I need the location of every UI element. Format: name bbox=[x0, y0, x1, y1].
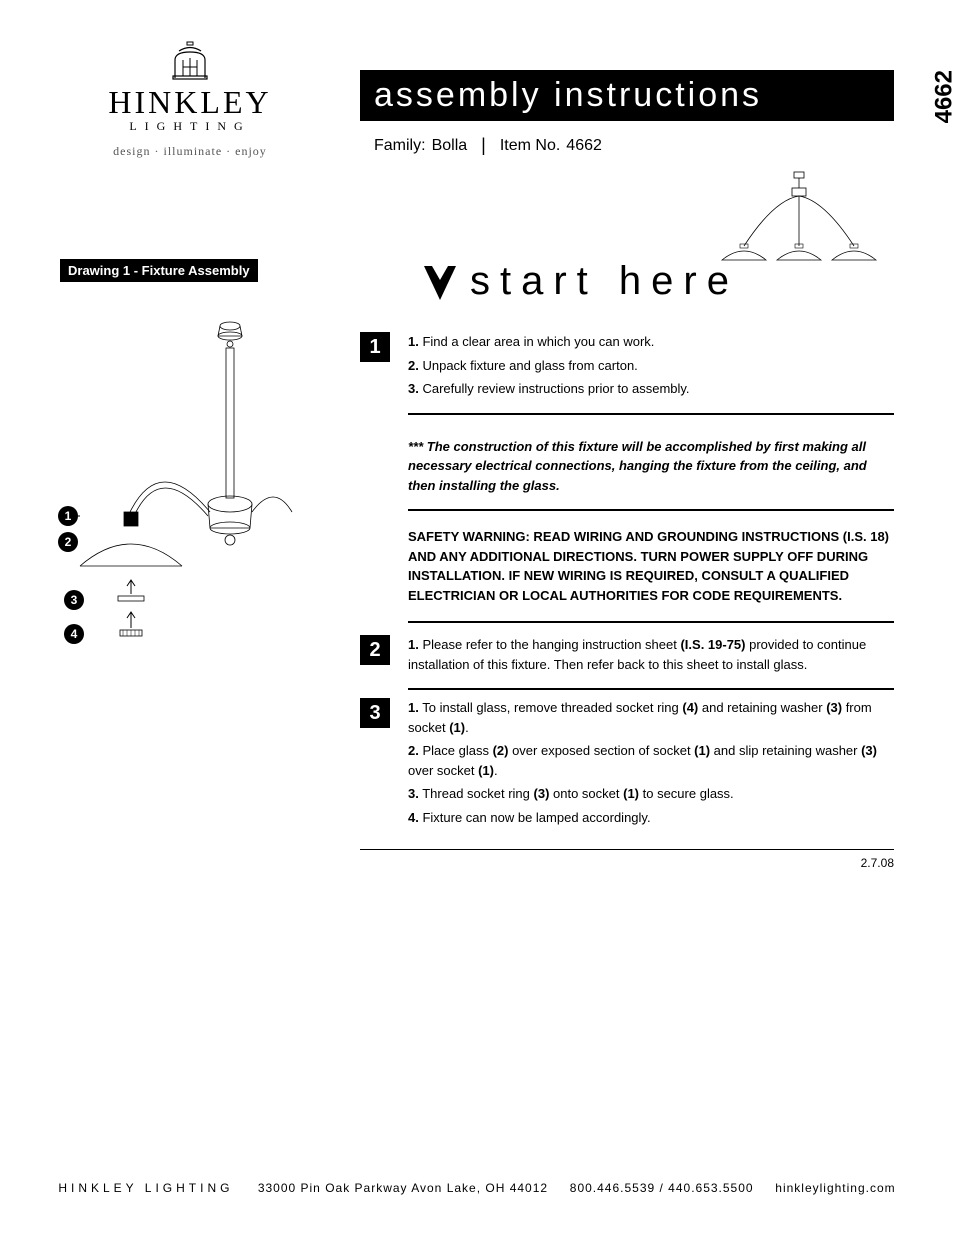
body-row: Drawing 1 - Fixture Assembly bbox=[60, 259, 894, 870]
right-column: start here 1 1. Find a clear area in whi… bbox=[360, 259, 894, 870]
svg-text:2: 2 bbox=[65, 535, 72, 549]
family-label: Family: bbox=[374, 137, 426, 155]
step-1-badge: 1 bbox=[360, 332, 390, 362]
logo-tagline: design · illuminate · enjoy bbox=[60, 144, 320, 159]
footer-address: 33000 Pin Oak Parkway Avon Lake, OH 4401… bbox=[258, 1181, 548, 1195]
footer-phone: 800.446.5539 / 440.653.5500 bbox=[570, 1181, 754, 1195]
family-value: Bolla bbox=[432, 137, 468, 155]
callout-2: 2 bbox=[56, 530, 80, 554]
step-2-body: 1. Please refer to the hanging instructi… bbox=[408, 635, 894, 690]
item-number-vertical: 4662 bbox=[930, 70, 954, 123]
start-here-text: start here bbox=[470, 259, 739, 304]
family-row: Family: Bolla | Item No. 4662 bbox=[360, 121, 894, 156]
separator: | bbox=[481, 135, 486, 156]
product-illustration bbox=[714, 170, 884, 280]
svg-text:4: 4 bbox=[71, 627, 78, 641]
header-row: HINKLEY LIGHTING design · illuminate · e… bbox=[60, 40, 894, 159]
assembly-drawing: 1 2 3 4 bbox=[60, 312, 300, 672]
callout-4: 4 bbox=[62, 622, 86, 646]
revision-date: 2.7.08 bbox=[360, 856, 894, 870]
footer: HINKLEY LIGHTING 33000 Pin Oak Parkway A… bbox=[0, 1181, 954, 1195]
page: HINKLEY LIGHTING design · illuminate · e… bbox=[0, 0, 954, 870]
step-1: 1 1. Find a clear area in which you can … bbox=[360, 332, 894, 415]
construction-note: *** The construction of this fixture wil… bbox=[408, 423, 894, 512]
page-title: assembly instructions bbox=[360, 70, 894, 121]
logo-subtitle: LIGHTING bbox=[60, 119, 320, 134]
item-value: 4662 bbox=[566, 137, 602, 155]
callout-3: 3 bbox=[62, 588, 86, 612]
logo-block: HINKLEY LIGHTING design · illuminate · e… bbox=[60, 40, 320, 159]
callout-1: 1 bbox=[56, 504, 80, 528]
step-2-badge: 2 bbox=[360, 635, 390, 665]
svg-text:1: 1 bbox=[65, 509, 72, 523]
title-column: assembly instructions 4662 Family: Bolla… bbox=[360, 40, 894, 156]
step-2: 2 1. Please refer to the hanging instruc… bbox=[360, 635, 894, 690]
drawing-title: Drawing 1 - Fixture Assembly bbox=[60, 259, 258, 282]
step-3: 3 1. To install glass, remove threaded s… bbox=[360, 698, 894, 841]
safety-warning: SAFETY WARNING: READ WIRING AND GROUNDIN… bbox=[408, 511, 894, 623]
down-arrow-icon bbox=[420, 262, 460, 302]
svg-text:3: 3 bbox=[71, 593, 78, 607]
item-label: Item No. bbox=[500, 137, 560, 155]
footer-web: hinkleylighting.com bbox=[775, 1181, 895, 1195]
footer-brand: HINKLEY LIGHTING bbox=[58, 1181, 233, 1195]
step-1-body: 1. Find a clear area in which you can wo… bbox=[408, 332, 894, 415]
step-3-badge: 3 bbox=[360, 698, 390, 728]
logo-icon bbox=[165, 40, 215, 80]
step-3-body: 1. To install glass, remove threaded soc… bbox=[408, 698, 894, 841]
logo-brand: HINKLEY bbox=[60, 84, 320, 121]
left-column: Drawing 1 - Fixture Assembly bbox=[60, 259, 300, 870]
